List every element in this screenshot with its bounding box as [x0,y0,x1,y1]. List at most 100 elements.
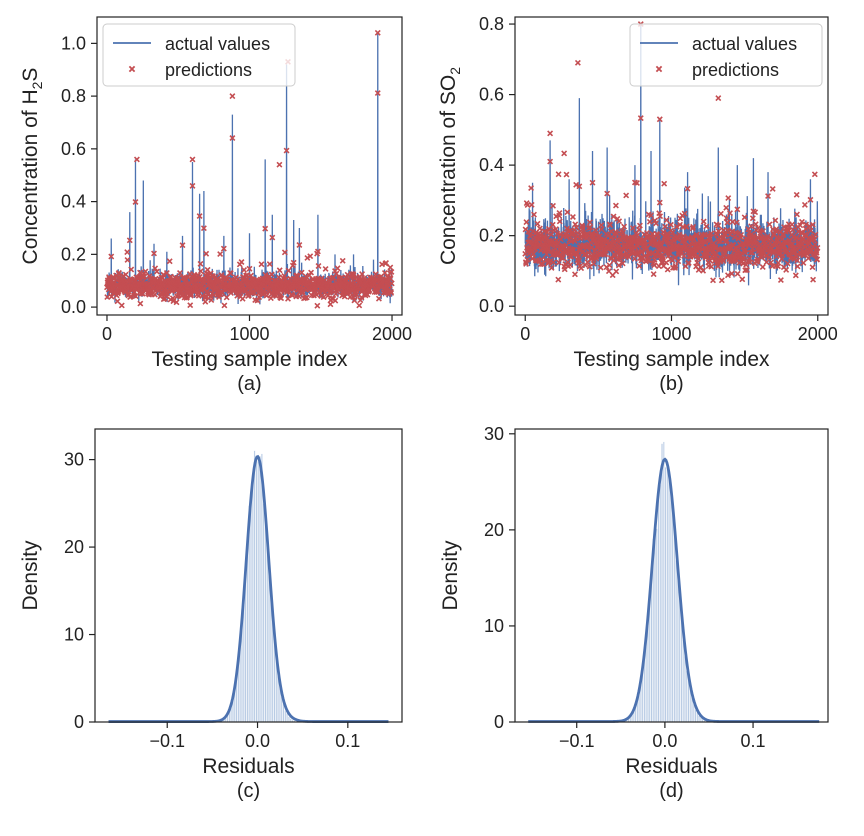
series-predictions [104,29,395,309]
x-tick-label: 1000 [229,324,269,344]
hist-bar [268,576,270,723]
prediction-marker [558,254,565,261]
prediction-marker [729,218,736,225]
prediction-marker [681,252,688,259]
prediction-marker [646,218,653,225]
prediction-marker [604,190,611,197]
prediction-marker [543,229,550,236]
prediction-marker [585,249,592,256]
prediction-marker [629,225,636,232]
prediction-marker [669,229,676,236]
prediction-marker [813,249,820,256]
prediction-marker [531,211,537,218]
prediction-marker [651,262,658,269]
y-tick-label: 10 [64,625,84,645]
prediction-marker [740,256,747,263]
prediction-marker [258,261,265,268]
prediction-marker [273,292,279,299]
hist-bar [655,528,658,723]
prediction-marker [133,156,140,163]
prediction-marker [266,261,273,268]
prediction-marker [656,199,663,206]
hist-bar [250,490,252,723]
prediction-marker [783,266,790,273]
prediction-marker [555,250,561,257]
prediction-marker [695,255,702,262]
x-tick-label: 0.0 [245,731,270,751]
hist-bar [288,716,290,723]
prediction-marker [734,206,741,213]
prediction-marker [351,297,358,304]
prediction-marker [197,260,204,267]
y-tick-label: 20 [484,520,504,540]
prediction-marker [545,246,552,253]
prediction-marker [576,257,583,264]
prediction-marker [759,234,766,241]
prediction-marker [694,259,701,266]
prediction-marker [308,269,315,276]
prediction-marker [731,234,738,241]
hist-bar [685,670,688,723]
prediction-marker [733,219,740,226]
legend-box [629,23,823,87]
prediction-marker [239,295,246,302]
prediction-marker [223,294,230,301]
x-axis-label: Testing sample index [573,348,770,371]
hist-bar [255,455,258,723]
prediction-marker [607,222,614,229]
prediction-marker [636,262,643,269]
prediction-marker [179,242,186,249]
prediction-marker [729,228,736,235]
prediction-marker [151,291,158,298]
prediction-marker [749,245,756,252]
prediction-marker [660,229,667,236]
legend-marker-swatch [128,65,136,73]
prediction-marker [748,223,755,230]
prediction-marker [814,244,821,251]
prediction-marker [805,255,812,262]
prediction-marker [619,260,626,267]
y-tick-label: 30 [484,424,504,444]
y-axis-label: Density [19,540,42,611]
prediction-marker [573,250,580,256]
prediction-marker [290,259,297,266]
prediction-marker [160,271,167,278]
prediction-marker [772,217,779,224]
prediction-marker [749,215,756,222]
prediction-marker [672,262,679,269]
x-tick-label: 2000 [372,324,412,344]
prediction-marker [189,182,196,189]
prediction-marker [246,265,253,272]
prediction-marker [667,249,674,256]
prediction-marker [281,273,288,279]
hist-bar [253,450,256,723]
prediction-marker [268,271,275,278]
hist-bar [664,467,667,723]
prediction-marker [724,219,731,226]
prediction-marker [126,237,133,244]
prediction-marker [315,263,322,269]
prediction-marker [307,253,314,260]
prediction-marker [660,254,666,261]
prediction-marker [708,230,714,237]
prediction-marker [784,260,791,267]
prediction-marker [574,251,580,258]
hist-bar [650,578,653,723]
prediction-marker [734,270,741,277]
prediction-marker [589,179,596,186]
prediction-marker [801,201,808,208]
prediction-marker [528,201,535,208]
prediction-marker [663,217,670,224]
prediction-marker [766,254,773,261]
prediction-marker [374,29,381,36]
prediction-marker [646,257,652,264]
prediction-marker [166,258,173,265]
prediction-marker [706,235,713,242]
hist-bar [257,461,260,723]
x-axis-label: Testing sample index [151,348,348,371]
prediction-marker [638,248,645,254]
legend-label-predictions: predictions [165,60,252,80]
prediction-marker [798,218,805,225]
y-tick-label: 1.0 [61,33,86,53]
prediction-marker [530,251,537,257]
